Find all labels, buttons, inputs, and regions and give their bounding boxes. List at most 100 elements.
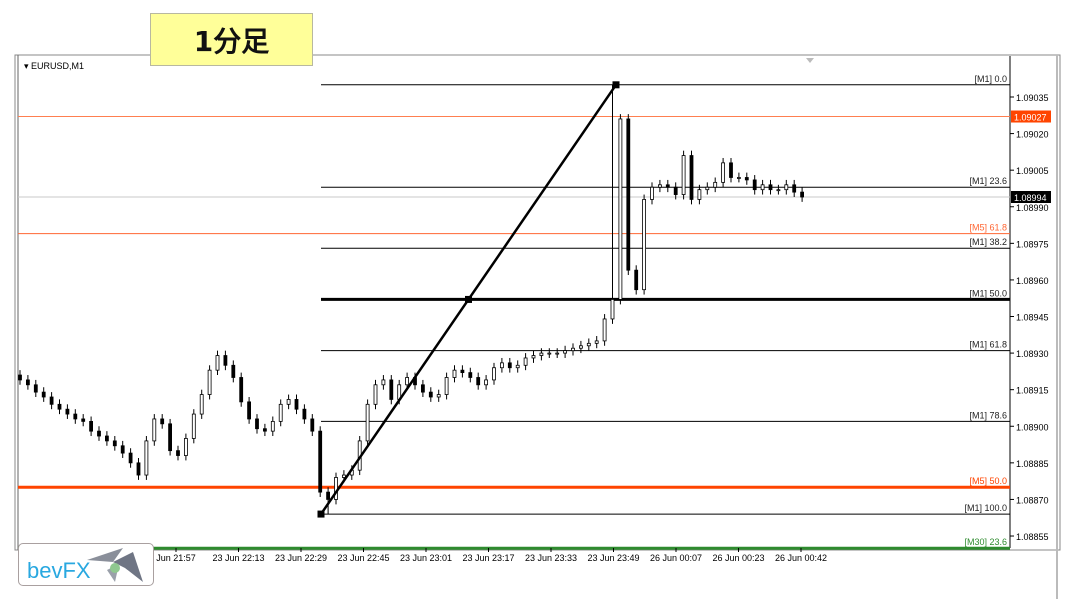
level-label: [M1] 100.0 <box>964 503 1007 513</box>
candle-bear <box>729 162 733 178</box>
candle-bull <box>547 352 552 355</box>
dropdown-triangle-icon: ▾ <box>24 61 32 71</box>
candle-bull <box>484 379 489 386</box>
candle-bear <box>128 452 133 464</box>
candle-bull <box>579 345 583 349</box>
candle-bear <box>428 391 433 398</box>
candle-bear <box>136 462 141 476</box>
y-tick-label: 1.08960 <box>1016 276 1049 286</box>
candle-bull <box>365 403 370 442</box>
candle-bull <box>381 379 386 386</box>
candle-bull <box>199 394 204 415</box>
y-tick-label: 1.08885 <box>1016 459 1049 469</box>
trend-line-handle[interactable] <box>465 295 472 303</box>
candle-bull <box>658 184 662 188</box>
candle-bear <box>318 430 323 493</box>
candle-bear <box>73 413 78 420</box>
candle-bear <box>81 418 86 422</box>
candle-bull <box>492 367 496 381</box>
candle-bear <box>326 491 331 500</box>
candle-bear <box>105 435 109 442</box>
x-tick-label: 26 Jun 00:07 <box>650 553 702 563</box>
level-label: [M30] 23.6 <box>964 537 1007 547</box>
candle-bear <box>626 118 631 271</box>
candle-bear <box>507 362 512 369</box>
candle-bear <box>460 369 465 374</box>
candle-bull <box>713 181 718 188</box>
candle-bull <box>405 377 410 386</box>
level-label: [M1] 61.8 <box>969 340 1007 350</box>
candle-bull <box>539 352 544 356</box>
candle-bull <box>784 184 789 191</box>
candle-bear <box>49 396 54 405</box>
candle-bull <box>642 199 646 291</box>
candle-bear <box>262 428 267 432</box>
candle-bear <box>476 377 481 386</box>
chart-symbol[interactable]: ▾ EURUSD,M1 <box>24 61 85 71</box>
candle-bull <box>776 189 781 192</box>
candle-bull <box>563 350 567 354</box>
candle-bull <box>436 394 441 398</box>
x-tick-label: 23 Jun 23:01 <box>400 553 452 563</box>
candle-bull <box>610 299 615 320</box>
candle-bear <box>389 379 394 400</box>
candle-bear <box>744 177 749 181</box>
candle-bull <box>618 118 623 300</box>
candle-bear <box>752 179 757 191</box>
level-label: [M1] 0.0 <box>974 74 1007 84</box>
y-tick-label: 1.08975 <box>1016 239 1049 249</box>
level-label: [M5] 61.8 <box>969 223 1007 233</box>
marked-price-badge-text: 1.09027 <box>1014 113 1047 123</box>
candle-bear <box>33 384 38 393</box>
candle-bull <box>571 347 575 352</box>
y-tick-label: 1.09020 <box>1016 130 1049 140</box>
candle-bull <box>278 403 283 422</box>
y-tick-label: 1.08990 <box>1016 203 1049 213</box>
trend-line-handle[interactable] <box>317 510 325 518</box>
chart-frame <box>14 54 1061 551</box>
current-price-badge-text: 1.08994 <box>1014 193 1047 203</box>
candle-bull <box>215 355 220 371</box>
x-tick-label: 23 Jun 22:29 <box>275 553 327 563</box>
y-tick-label: 1.08915 <box>1016 386 1049 396</box>
candle-bull <box>523 357 528 366</box>
candle-bear <box>223 355 228 366</box>
level-label: [M1] 23.6 <box>969 176 1007 186</box>
candle-bull <box>697 189 702 200</box>
candle-bear <box>689 155 694 200</box>
candle-bear <box>665 184 670 188</box>
chart-shift-marker-icon[interactable] <box>806 58 814 63</box>
candle-bear <box>673 186 678 195</box>
candle-bull <box>555 352 560 355</box>
marked-price-badge <box>1011 110 1051 123</box>
x-tick-label: 23 Jun 23:33 <box>525 553 577 563</box>
trend-line-handle[interactable] <box>612 81 620 89</box>
candle-bull <box>602 318 607 342</box>
level-label: [M1] 50.0 <box>969 288 1007 298</box>
bevfx-logo: bevFX <box>18 543 154 586</box>
x-tick-label: 26 Jun 00:42 <box>775 553 827 563</box>
level-label: [M1] 38.2 <box>969 237 1007 247</box>
x-tick-label: 23 Jun 23:17 <box>462 553 514 563</box>
candle-bull <box>452 369 457 378</box>
candle-bull <box>183 438 188 456</box>
candle-bear <box>168 423 173 452</box>
y-tick-label: 1.09035 <box>1016 93 1049 103</box>
candle-bear <box>310 418 315 432</box>
candle-bear <box>25 379 30 386</box>
y-tick-label: 1.09005 <box>1016 166 1049 176</box>
candle-bear <box>800 191 804 198</box>
candle-bear <box>65 408 70 415</box>
candle-bear <box>255 418 259 430</box>
candle-bear <box>57 403 62 410</box>
candle-bull <box>341 474 346 478</box>
y-tick-label: 1.08855 <box>1016 532 1049 542</box>
candle-bear <box>160 418 165 425</box>
candle-bull <box>144 440 149 476</box>
candle-bear <box>18 374 22 381</box>
candle-bear <box>231 364 236 378</box>
candle-bear <box>468 372 473 378</box>
candle-bull <box>531 355 536 359</box>
candle-bull <box>650 186 654 200</box>
